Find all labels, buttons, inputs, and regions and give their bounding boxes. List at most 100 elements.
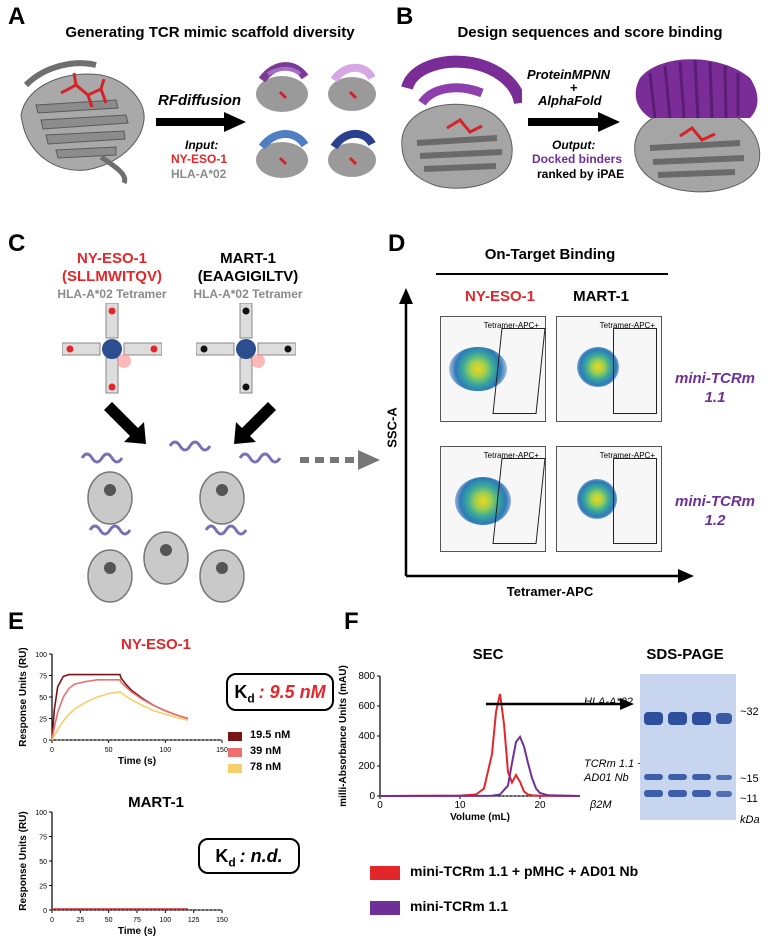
arrow-rfdiffusion	[156, 112, 246, 132]
input-label: Input:	[185, 138, 219, 152]
sec-legend-complex: mini-TCRm 1.1 + pMHC + AD01 Nb	[410, 863, 639, 879]
mart-tetramer: HLA-A*02 Tetramer	[193, 287, 303, 301]
sec-legend-minitcrm: mini-TCRm 1.1	[410, 898, 509, 914]
x-tick-label: 100	[159, 917, 171, 924]
proteinmpnn-label: ProteinMPNN	[527, 67, 611, 82]
dashed-arrow-c-to-d	[300, 450, 380, 470]
sec-legend-swatch-complex	[370, 866, 400, 880]
x-tick-label: 50	[105, 747, 113, 754]
sds-page-gel	[640, 674, 736, 820]
x-tick-label: 0	[377, 800, 383, 811]
mw-11: ~11	[740, 793, 758, 805]
kd-value-nyeso: : 9.5 nM	[258, 682, 326, 702]
panel-letter-e: E	[8, 608, 25, 635]
x-tick-label: 25	[76, 917, 84, 924]
panel-a-title: Generating TCR mimic scaffold diversity	[65, 24, 355, 41]
legend-78: 78 nM	[250, 761, 282, 773]
sec-to-gel-arrow	[486, 698, 634, 710]
kd-box-nyeso: Kd: 9.5 nM	[226, 673, 334, 711]
row1-label-b: 1.1	[704, 389, 726, 406]
x-tick-label: 75	[133, 917, 141, 924]
gate-label: Tetramer-APC+	[599, 321, 655, 330]
mart-seq: (EAAGIGILTV)	[197, 268, 299, 285]
y-tick-label: 0	[43, 738, 47, 745]
gel-label-tcrm-2: AD01 Nb	[584, 772, 629, 784]
protein-structure-hla	[20, 60, 145, 185]
legend-19-5: 19.5 nM	[250, 729, 291, 741]
tetramer-diagram-mart	[196, 303, 296, 394]
kd-box-mart: Kd: n.d.	[198, 838, 300, 874]
y-tick-label: 0	[43, 908, 47, 915]
arrows-to-cells	[104, 402, 276, 444]
gel-title: SDS-PAGE	[646, 646, 724, 663]
y-axis-label: milli-Absorbance Units (mAU)	[338, 665, 349, 807]
series-line-2	[51, 690, 189, 741]
x-tick-label: 100	[159, 747, 171, 754]
gate-label: Tetramer-APC+	[483, 321, 539, 330]
y-tick-label: 100	[35, 810, 47, 817]
nyeso-seq: (SLLMWITQV)	[62, 268, 162, 285]
y-tick-label: 400	[358, 731, 375, 742]
y-axis-label: Response Units (RU)	[18, 648, 29, 747]
series-line-0	[51, 673, 189, 741]
y-tick-label: 75	[39, 674, 47, 681]
input-hla-label: HLA-A*02	[171, 167, 227, 181]
kd-symbol: K	[215, 846, 229, 866]
panel-letter-f: F	[344, 608, 359, 635]
x-tick-label: 50	[105, 917, 113, 924]
yeast-cell-population	[80, 440, 282, 603]
x-axis-label: Time (s)	[118, 926, 156, 937]
protein-structure-binder	[401, 55, 522, 189]
y-tick-label: 25	[39, 884, 47, 891]
rfdiffusion-label: RFdiffusion	[158, 92, 242, 109]
chart-spr-mart: 0 25 50 75 100 0 25 50 75 100 125 150 Time (s) Respon…	[18, 810, 228, 937]
legend-39: 39 nM	[250, 745, 282, 757]
nyeso-tetramer: HLA-A*02 Tetramer	[57, 287, 167, 301]
y-tick-label: 25	[39, 717, 47, 724]
panel-b-title: Design sequences and score binding	[457, 24, 723, 41]
panel-letter-d: D	[388, 230, 406, 257]
kd-subscript: d	[228, 855, 236, 870]
flow-plot-nyeso-1-2: Tetramer-APC+	[440, 446, 546, 552]
y-tick-label: 200	[358, 761, 375, 772]
y-tick-label: 50	[39, 695, 47, 702]
sec-legend-swatch-minitcrm	[370, 901, 400, 915]
gel-label-tcrm-1: TCRm 1.1 +	[584, 758, 644, 770]
input-peptide-label: NY-ESO-1	[171, 152, 228, 166]
plus-label: +	[570, 80, 578, 95]
y-tick-label: 800	[358, 671, 375, 682]
x-tick-label: 0	[50, 917, 54, 924]
y-tick-label: 100	[35, 652, 47, 659]
panel-letter-c: C	[8, 230, 26, 257]
chart-spr-nyeso: 0 25 50 75 100 0 50 100 150 Time (s) Response Unit…	[18, 648, 228, 767]
row2-label-a: mini-TCRm	[675, 493, 755, 510]
series-line-1	[379, 734, 581, 797]
series-line-1	[51, 679, 189, 741]
panel-d-xlabel: Tetramer-APC	[506, 584, 594, 599]
gel-label-b2m: β2M	[590, 799, 612, 811]
legend-swatch-39	[228, 748, 242, 757]
x-tick-label: 20	[534, 800, 546, 811]
chart-sec: 0 200 400 600 800 0 10 20 Volume (mL) milli-Absor…	[338, 665, 581, 823]
y-tick-label: 0	[369, 791, 375, 802]
row1-label-a: mini-TCRm	[675, 370, 755, 387]
panel-d-axes	[399, 288, 694, 583]
x-tick-label: 125	[188, 917, 200, 924]
panel-d-title: On-Target Binding	[484, 246, 616, 263]
col-mart: MART-1	[573, 288, 629, 305]
output-rank-label: ranked by iPAE	[537, 167, 625, 181]
y-tick-label: 75	[39, 835, 47, 842]
panel-letter-a: A	[8, 3, 26, 30]
docked-binder-structure	[634, 59, 761, 193]
flow-plot-mart-1-1: Tetramer-APC+	[556, 316, 662, 422]
output-binders-label: Docked binders	[532, 152, 623, 166]
gate-label: Tetramer-APC+	[599, 451, 655, 460]
x-tick-label: 0	[50, 747, 54, 754]
arrow-design	[528, 112, 620, 132]
mart-name: MART-1	[220, 250, 276, 267]
scaffold-structures-grid	[256, 62, 376, 178]
x-tick-label: 150	[216, 747, 228, 754]
legend-swatch-78	[228, 764, 242, 773]
legend-swatch-19-5	[228, 732, 242, 741]
chart-e1-title: NY-ESO-1	[120, 636, 192, 653]
